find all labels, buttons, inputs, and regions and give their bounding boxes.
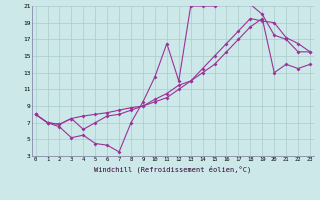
X-axis label: Windchill (Refroidissement éolien,°C): Windchill (Refroidissement éolien,°C) <box>94 165 252 173</box>
